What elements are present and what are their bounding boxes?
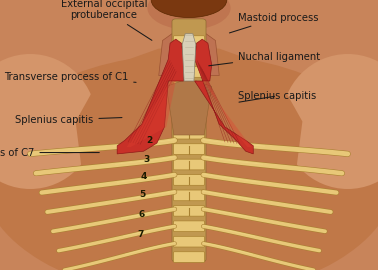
FancyBboxPatch shape <box>174 175 204 185</box>
Text: 6: 6 <box>138 210 144 219</box>
Text: Splenius capitis: Splenius capitis <box>15 115 122 125</box>
Text: 7: 7 <box>138 230 144 239</box>
FancyBboxPatch shape <box>174 159 204 170</box>
FancyBboxPatch shape <box>174 252 204 262</box>
FancyBboxPatch shape <box>174 113 204 124</box>
FancyBboxPatch shape <box>174 82 204 93</box>
Text: External occipital
protuberance: External occipital protuberance <box>61 0 152 40</box>
Text: 5: 5 <box>139 190 145 200</box>
FancyBboxPatch shape <box>174 97 204 108</box>
Ellipse shape <box>151 0 227 18</box>
Text: s of C7: s of C7 <box>0 147 99 158</box>
Polygon shape <box>127 81 176 147</box>
FancyBboxPatch shape <box>174 51 204 62</box>
FancyBboxPatch shape <box>174 221 204 232</box>
Polygon shape <box>117 39 184 154</box>
Ellipse shape <box>0 54 96 189</box>
FancyBboxPatch shape <box>174 67 204 77</box>
Text: Splenius capitis: Splenius capitis <box>238 91 316 102</box>
FancyBboxPatch shape <box>174 205 204 216</box>
Text: Nuchal ligament: Nuchal ligament <box>209 52 320 66</box>
Ellipse shape <box>282 54 378 189</box>
FancyBboxPatch shape <box>174 144 204 154</box>
FancyBboxPatch shape <box>174 128 204 139</box>
Polygon shape <box>202 81 251 147</box>
Polygon shape <box>182 34 196 81</box>
FancyBboxPatch shape <box>172 19 206 262</box>
Polygon shape <box>76 49 302 270</box>
FancyBboxPatch shape <box>174 236 204 247</box>
Text: 3: 3 <box>143 155 149 164</box>
Polygon shape <box>166 81 212 135</box>
Ellipse shape <box>0 54 378 270</box>
Text: 4: 4 <box>141 171 147 181</box>
Text: 2: 2 <box>147 136 153 146</box>
FancyBboxPatch shape <box>174 36 204 46</box>
Text: Transverse process of C1: Transverse process of C1 <box>4 72 136 82</box>
Text: Mastoid process: Mastoid process <box>229 12 319 33</box>
FancyBboxPatch shape <box>174 190 204 201</box>
Polygon shape <box>195 39 253 154</box>
Ellipse shape <box>147 0 231 30</box>
Polygon shape <box>159 27 219 76</box>
